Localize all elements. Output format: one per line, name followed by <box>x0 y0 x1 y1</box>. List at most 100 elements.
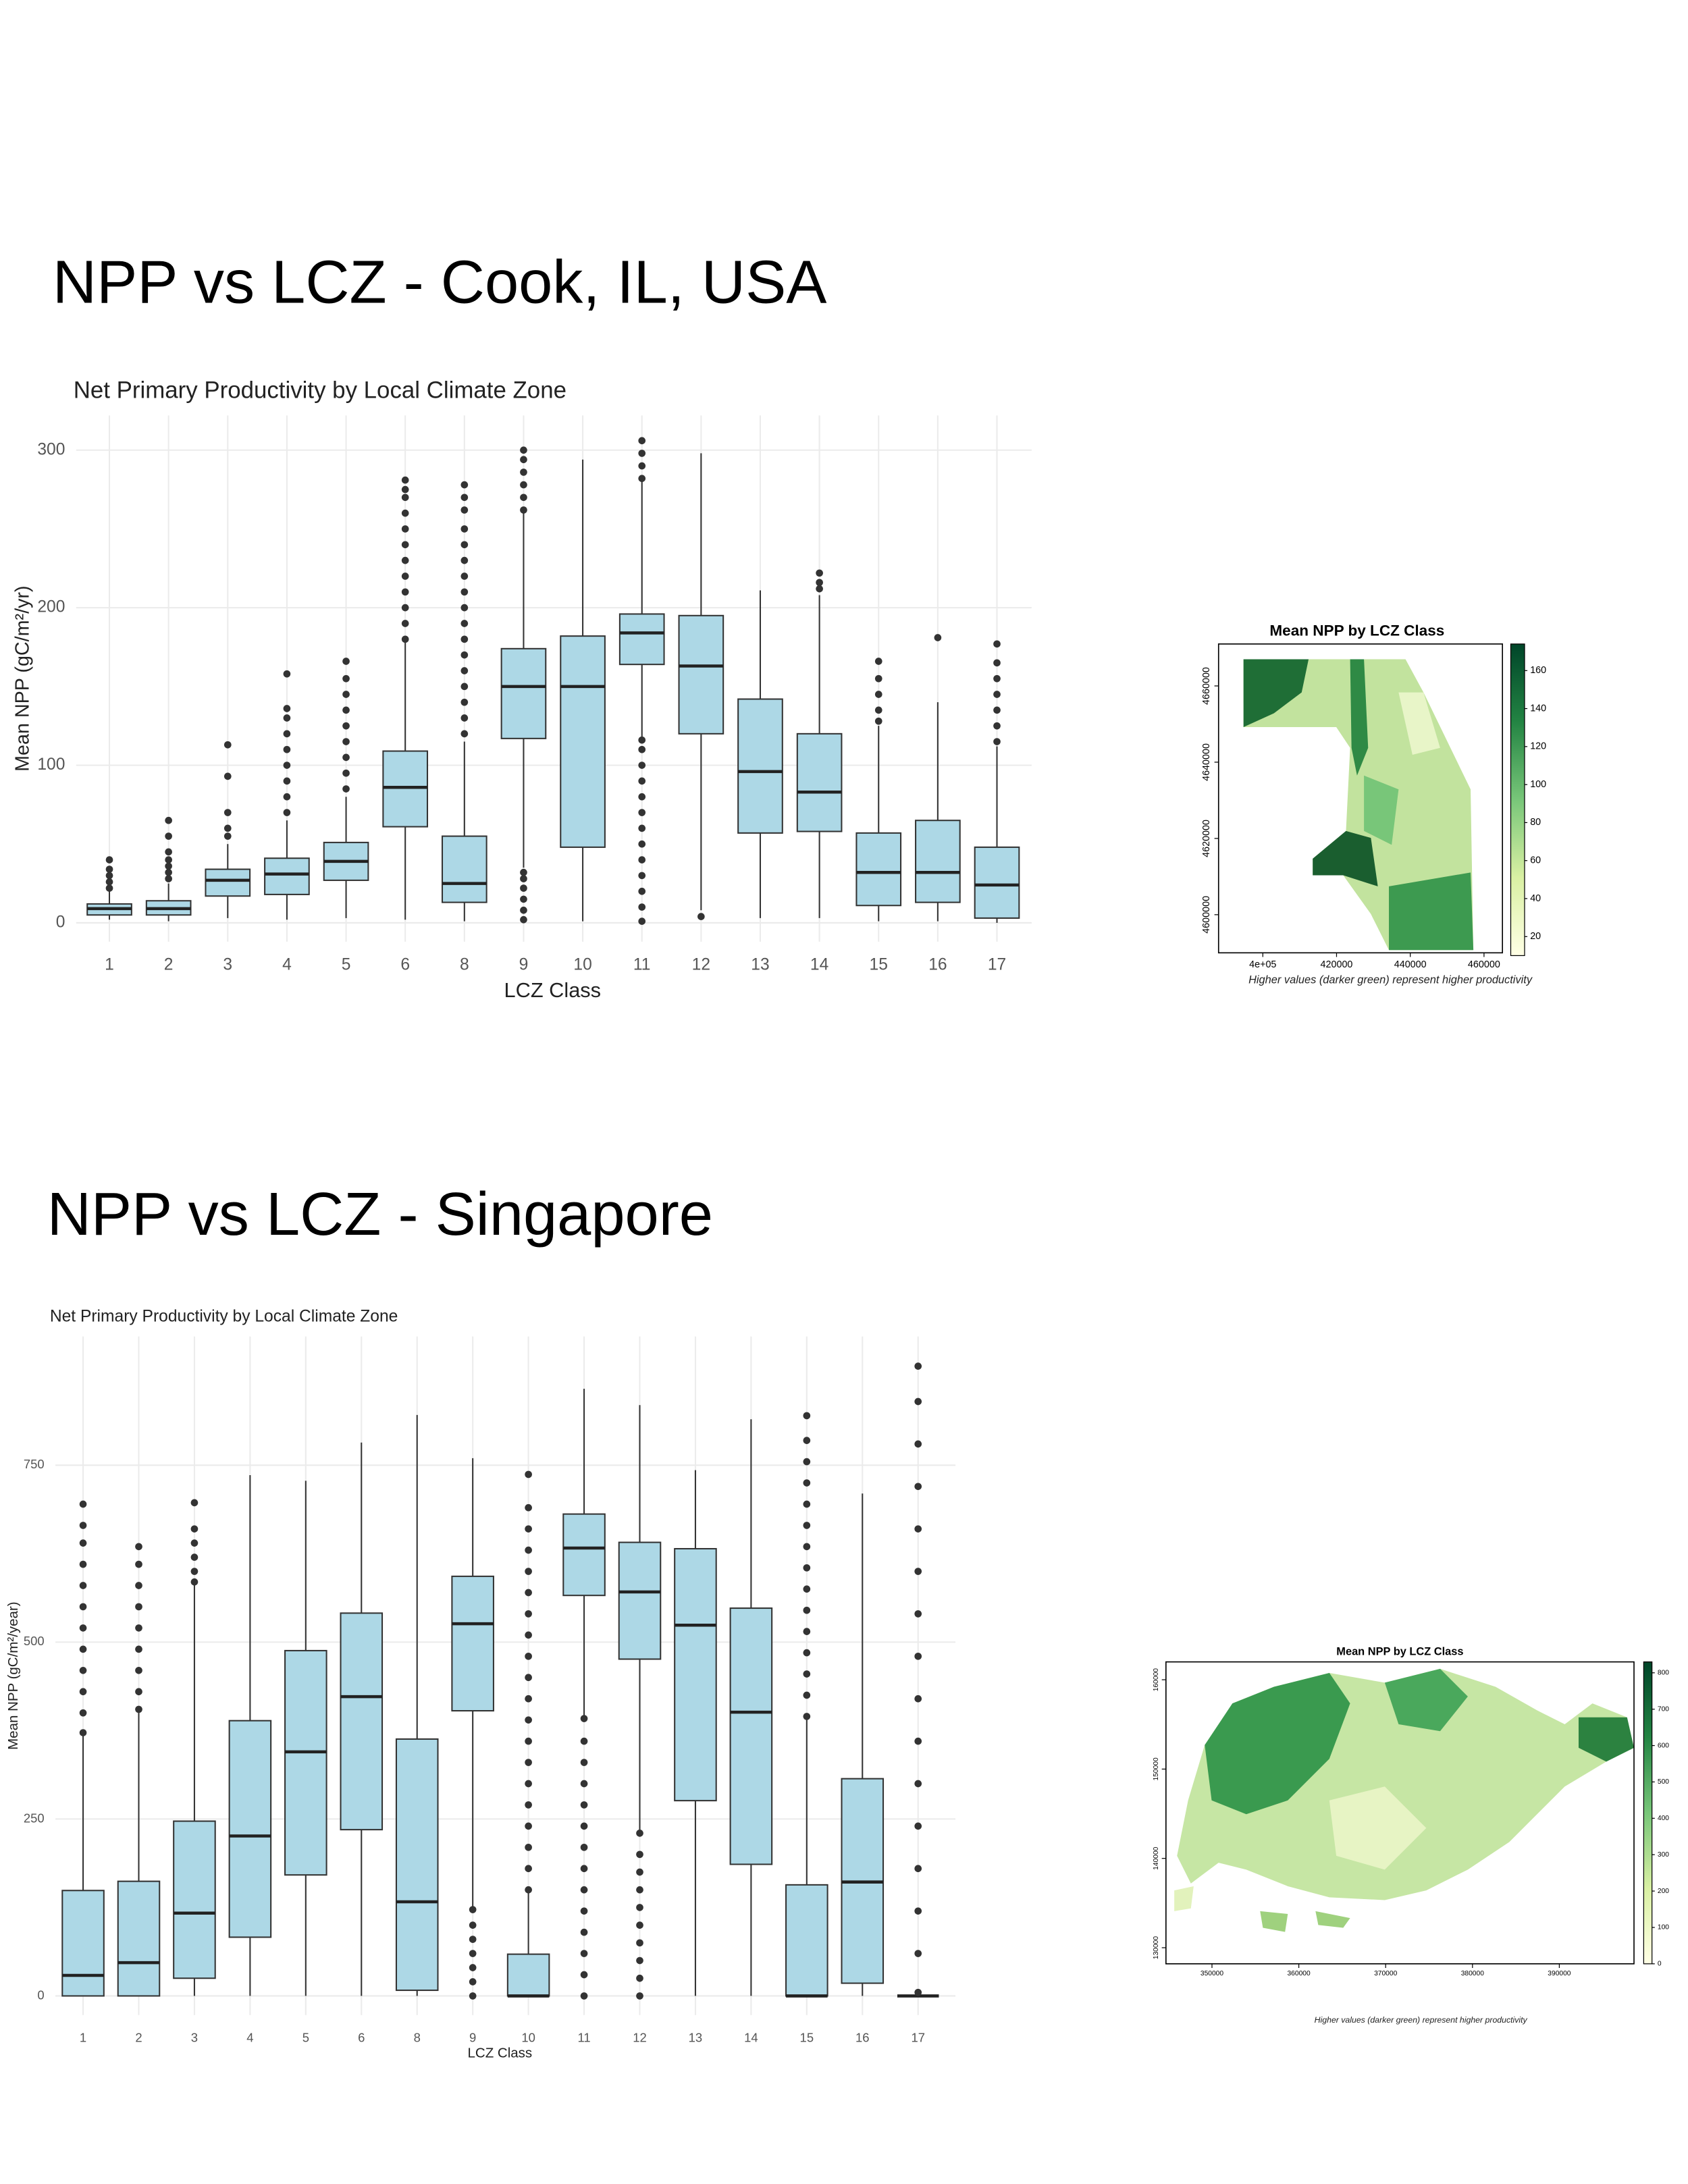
heading: NPP vs LCZ - Cook, IL, USA <box>53 248 827 316</box>
x-tick-label: 15 <box>800 2030 814 2044</box>
outlier <box>636 1992 643 2000</box>
outlier <box>636 1868 643 1876</box>
colorbar-tick-label: 80 <box>1530 817 1541 828</box>
outlier <box>460 525 469 533</box>
outlier <box>135 1603 142 1611</box>
box <box>441 835 487 903</box>
outlier <box>105 878 113 886</box>
outlier <box>223 824 232 832</box>
outlier <box>638 777 646 785</box>
outlier <box>105 865 113 873</box>
outlier <box>580 1822 588 1830</box>
x-tick-label: 2 <box>164 955 174 974</box>
x-tick-label: 13 <box>751 955 769 974</box>
chart-title: Net Primary Productivity by Local Climat… <box>50 1307 398 1325</box>
x-tick-label: 8 <box>414 2030 421 2044</box>
outlier <box>469 1936 477 1943</box>
outlier <box>401 620 409 627</box>
outlier <box>993 674 1001 683</box>
outlier <box>525 1886 532 1894</box>
outlier <box>460 494 469 502</box>
outlier <box>79 1624 87 1632</box>
outlier <box>525 1695 532 1703</box>
x-tick-label: 9 <box>469 2030 476 2044</box>
outlier <box>525 1822 532 1830</box>
outlier <box>638 917 646 925</box>
x-tick-label: 9 <box>519 955 529 974</box>
outlier <box>79 1603 87 1611</box>
outlier <box>525 1780 532 1788</box>
x-tick-label: 3 <box>191 2030 198 2044</box>
outlier <box>460 604 469 612</box>
colorbar-tick-label: 400 <box>1658 1815 1669 1822</box>
outlier <box>525 1801 532 1809</box>
outlier <box>934 634 942 641</box>
outlier <box>401 485 409 494</box>
outlier <box>874 674 882 683</box>
outlier <box>401 509 409 517</box>
colorbar <box>1643 1661 1653 1965</box>
outlier <box>190 1539 199 1547</box>
x-tick-label: 11 <box>633 955 651 974</box>
box <box>382 750 429 828</box>
outlier <box>469 1921 477 1929</box>
outlier <box>803 1458 811 1466</box>
outlier <box>803 1691 811 1699</box>
y-tick-label: 500 <box>24 1634 45 1648</box>
outlier <box>342 722 350 730</box>
outlier <box>803 1437 811 1444</box>
outlier <box>874 717 882 725</box>
outlier <box>803 1412 811 1420</box>
y-tick-label: 0 <box>56 913 65 931</box>
outlier <box>190 1578 199 1586</box>
outlier <box>223 809 232 816</box>
outlier <box>914 1780 922 1788</box>
y-tick-label: 150000 <box>1153 1757 1160 1781</box>
box <box>560 635 606 848</box>
x-tick-label: 6 <box>400 955 410 974</box>
outlier <box>914 1610 922 1618</box>
colorbar-tick-label: 200 <box>1658 1888 1669 1895</box>
box <box>855 832 902 907</box>
x-tick-label: 16 <box>928 955 947 974</box>
box <box>228 1720 272 1938</box>
outlier <box>469 1964 477 1971</box>
outlier <box>520 906 527 914</box>
outlier <box>135 1624 142 1632</box>
outlier <box>283 762 291 769</box>
outlier <box>803 1606 811 1614</box>
outlier <box>223 832 232 840</box>
outlier <box>105 856 113 863</box>
x-tick-label: 1 <box>80 2030 86 2044</box>
outlier <box>874 706 882 714</box>
outlier <box>816 585 823 593</box>
outlier <box>525 1759 532 1766</box>
outlier <box>520 895 527 903</box>
outlier <box>135 1688 142 1696</box>
outlier <box>525 1610 532 1618</box>
outlier <box>190 1553 199 1561</box>
x-tick-label: 420000 <box>1321 959 1353 970</box>
outlier <box>165 848 172 856</box>
outlier <box>342 769 350 777</box>
outlier <box>803 1543 811 1551</box>
outlier <box>401 556 409 564</box>
box <box>674 1547 717 1802</box>
outlier <box>165 862 172 870</box>
outlier <box>914 1525 922 1533</box>
outlier <box>993 640 1001 648</box>
outlier <box>165 875 172 882</box>
outlier <box>342 785 350 793</box>
x-tick-label: 370000 <box>1374 1970 1397 1977</box>
outlier <box>638 856 646 863</box>
outlier <box>638 793 646 801</box>
outlier <box>342 706 350 714</box>
outlier <box>580 1801 588 1809</box>
outlier <box>525 1589 532 1597</box>
outlier <box>580 1865 588 1873</box>
chart-title: Net Primary Productivity by Local Climat… <box>74 377 566 404</box>
outlier <box>79 1729 87 1736</box>
outlier <box>283 809 291 816</box>
box <box>678 614 724 735</box>
outlier <box>580 1843 588 1851</box>
